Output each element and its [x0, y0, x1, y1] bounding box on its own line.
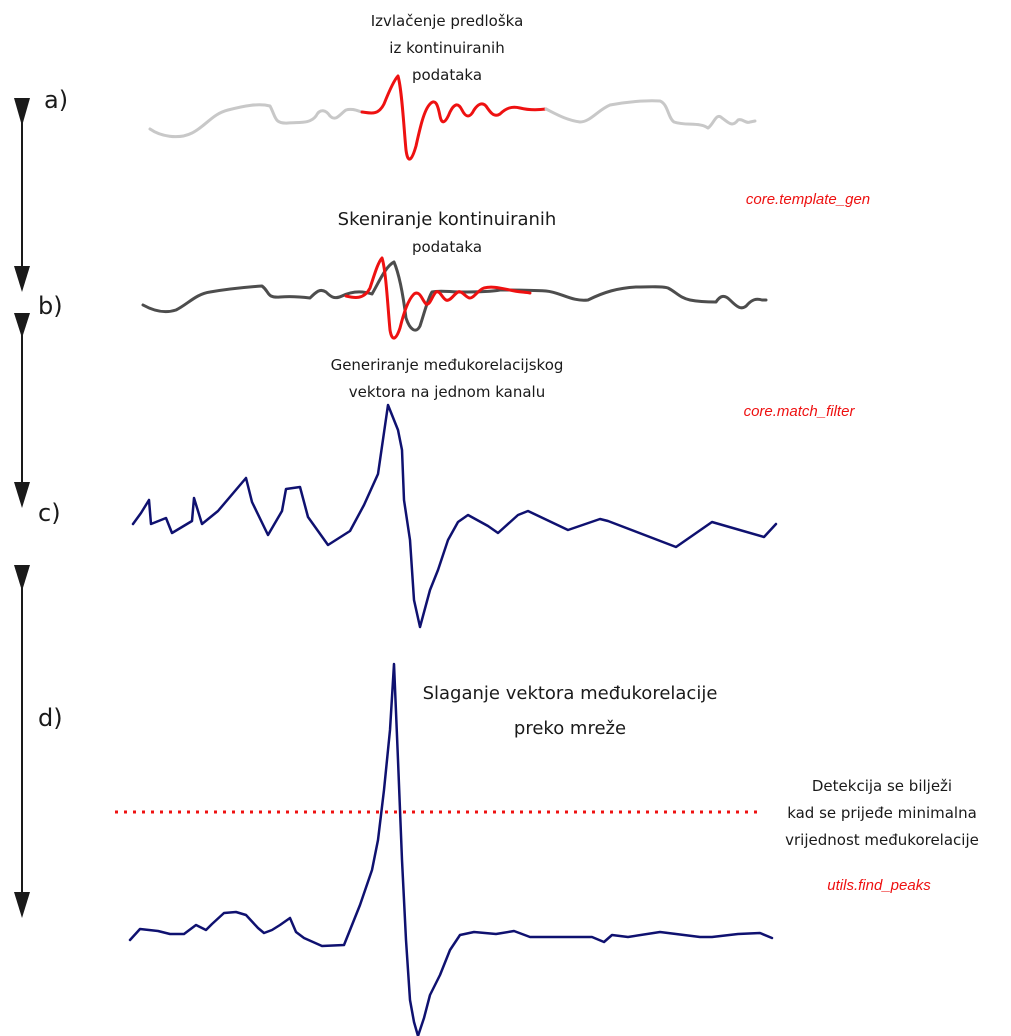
arrow-c-head-icon	[14, 482, 30, 508]
svg-text:vektora na jednom kanalu: vektora na jednom kanalu	[349, 383, 545, 401]
svg-text:kad se prijeđe minimalna: kad se prijeđe minimalna	[787, 804, 977, 822]
template-trace	[360, 74, 548, 161]
step-label-b: b)	[38, 292, 63, 320]
flow-arrows	[14, 98, 30, 918]
function-label-find-peaks: utils.find_peaks	[827, 877, 931, 894]
caption-c: Generiranje međukorelacijskog vektora na…	[331, 356, 564, 401]
arrow-c2-head-icon	[14, 565, 30, 591]
svg-text:Generiranje međukorelacijskog: Generiranje međukorelacijskog	[331, 356, 564, 374]
arrow-b-head-icon	[14, 266, 30, 292]
svg-text:podataka: podataka	[412, 238, 482, 256]
trace-b	[141, 256, 768, 340]
caption-b: Skeniranje kontinuiranih podataka	[338, 209, 557, 256]
step-label-c: c)	[38, 499, 61, 527]
arrow-b2-head-icon	[14, 313, 30, 338]
single-channel-correlation-trace	[131, 403, 778, 629]
continuous-data-trace-light-right	[544, 99, 757, 130]
caption-a: Izvlačenje predloška iz kontinuiranih po…	[371, 12, 524, 84]
arrow-a-head-icon	[14, 98, 30, 126]
step-label-a: a)	[44, 86, 68, 114]
step-label-d: d)	[38, 704, 63, 732]
caption-d: Slaganje vektora međukorelacije preko mr…	[423, 683, 718, 739]
caption-detection: Detekcija se bilježi kad se prijeđe mini…	[785, 777, 979, 849]
svg-text:vrijednost međukorelacije: vrijednost međukorelacije	[785, 831, 979, 849]
template-trace-overlay	[344, 256, 532, 340]
arrow-d-head-icon	[14, 892, 30, 918]
trace-a	[148, 74, 757, 161]
function-label-template-gen: core.template_gen	[746, 191, 870, 208]
function-label-match-filter: core.match_filter	[744, 403, 856, 420]
svg-text:Skeniranje kontinuiranih: Skeniranje kontinuiranih	[338, 209, 557, 230]
stacked-correlation-trace	[128, 662, 774, 1036]
svg-text:podataka: podataka	[412, 66, 482, 84]
svg-text:Slaganje vektora međukorelacij: Slaganje vektora međukorelacije	[423, 683, 718, 704]
svg-text:Izvlačenje predloška: Izvlačenje predloška	[371, 12, 524, 30]
svg-text:Detekcija se bilježi: Detekcija se bilježi	[812, 777, 952, 795]
svg-text:iz kontinuiranih: iz kontinuiranih	[389, 39, 504, 57]
svg-text:preko mreže: preko mreže	[514, 718, 626, 739]
continuous-data-trace-light-left	[148, 103, 364, 139]
